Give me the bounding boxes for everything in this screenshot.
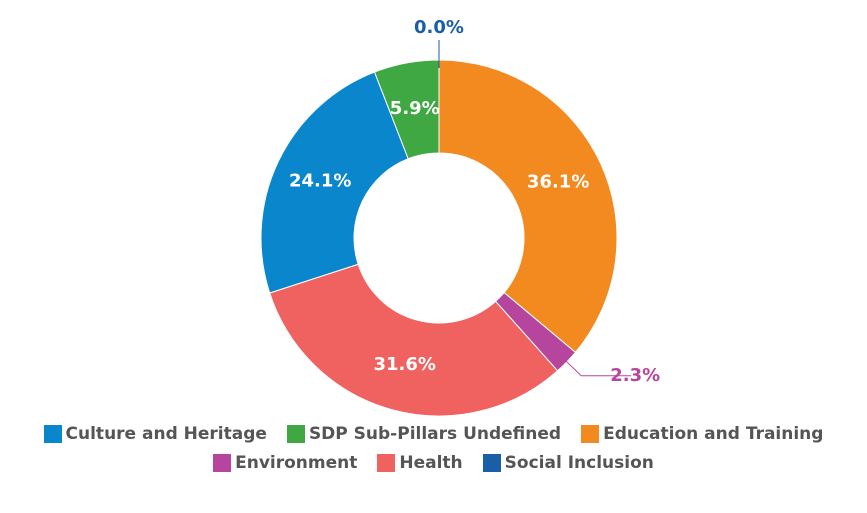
legend-item: Culture and Heritage <box>43 424 267 444</box>
legend-swatch <box>286 425 305 443</box>
data-label: 31.6% <box>373 354 435 375</box>
chart: 36.1% 2.3% 31.6% 24.1% 5.9% 0.0% <box>260 17 660 417</box>
data-label: 0.0% <box>414 17 464 38</box>
legend: Culture and Heritage SDP Sub-Pillars Unde… <box>0 424 867 473</box>
legend-label: Social Inclusion <box>504 453 654 473</box>
legend-label: SDP Sub-Pillars Undefined <box>308 424 562 444</box>
legend-swatch <box>213 454 232 472</box>
slice <box>269 263 559 417</box>
legend-row: Environment Health Social Inclusion <box>213 453 654 473</box>
data-label: 2.3% <box>610 365 660 386</box>
slice <box>260 71 409 294</box>
legend-item: Environment <box>213 453 357 473</box>
data-label: 24.1% <box>289 171 351 192</box>
legend-item: SDP Sub-Pillars Undefined <box>286 424 562 444</box>
data-label: 36.1% <box>527 171 589 192</box>
legend-swatch <box>581 425 600 443</box>
legend-item: Education and Training <box>581 424 823 444</box>
legend-swatch <box>43 425 62 443</box>
legend-row: Culture and Heritage SDP Sub-Pillars Unde… <box>43 424 823 444</box>
legend-item: Health <box>377 453 463 473</box>
legend-swatch <box>377 454 396 472</box>
legend-swatch <box>482 454 501 472</box>
data-label: 5.9% <box>390 98 440 119</box>
legend-label: Health <box>399 453 463 473</box>
legend-label: Education and Training <box>603 424 824 444</box>
slice <box>438 59 618 354</box>
legend-label: Environment <box>235 453 358 473</box>
legend-item: Social Inclusion <box>482 453 654 473</box>
legend-label: Culture and Heritage <box>65 424 267 444</box>
leader-line <box>560 355 632 377</box>
